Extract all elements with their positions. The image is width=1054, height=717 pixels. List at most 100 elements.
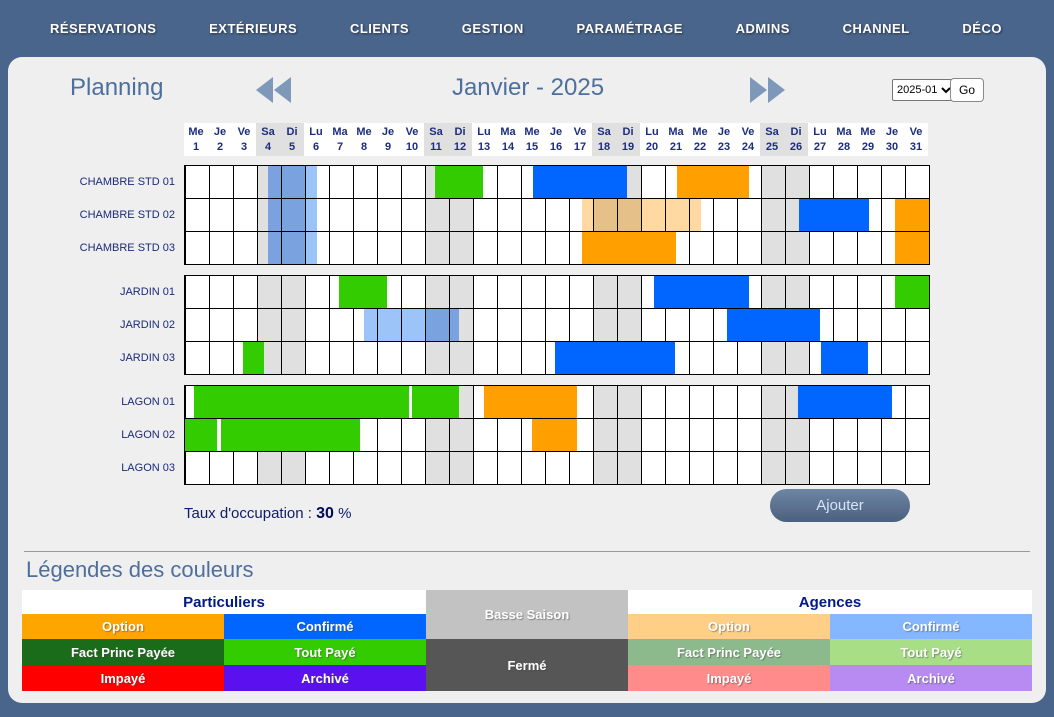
booking-bar[interactable] — [483, 386, 578, 418]
booking-bar[interactable] — [582, 199, 593, 231]
planning-row-lagon-02[interactable] — [185, 419, 929, 452]
weekend-column — [449, 452, 473, 484]
weekend-column — [425, 342, 449, 374]
nav-item-admins[interactable]: ADMINS — [735, 21, 790, 36]
planning-row-chambre-std-01[interactable] — [185, 166, 929, 199]
day-header-3: Ve 3 — [237, 126, 251, 153]
booking-bar[interactable] — [895, 232, 929, 264]
section-grid — [184, 165, 930, 265]
weekend-column — [593, 419, 617, 451]
weekend-column — [425, 276, 449, 308]
nav-item-gestion[interactable]: GESTION — [461, 21, 524, 36]
nav-item-exterieurs[interactable]: EXTÉRIEURS — [209, 21, 298, 36]
booking-bar[interactable] — [895, 276, 929, 308]
room-section-1: CHAMBRE STD 01 CHAMBRE STD 02 CHAMBRE STD … — [8, 165, 1046, 265]
booking-bar[interactable] — [185, 419, 217, 451]
booking-bar[interactable] — [267, 166, 305, 198]
booking-bar[interactable] — [338, 276, 387, 308]
weekend-column — [281, 342, 305, 374]
prev-month-button[interactable] — [256, 77, 291, 103]
weekend-column — [593, 452, 617, 484]
day-header-12: Di 12 — [448, 123, 472, 156]
planning-row-chambre-std-02[interactable] — [185, 199, 929, 232]
next-month-button[interactable] — [750, 77, 785, 103]
booking-bar[interactable] — [582, 232, 676, 264]
planning-row-jardin-03[interactable] — [185, 342, 929, 374]
weekend-column — [449, 232, 473, 264]
room-label-chambre-std-02: CHAMBRE STD 02 — [79, 208, 175, 221]
day-header-28: Ma 28 — [836, 126, 852, 153]
booking-bar[interactable] — [221, 419, 361, 451]
legend-agences-impaye: Impayé — [628, 665, 830, 691]
planning-row-lagon-01[interactable] — [185, 386, 929, 419]
booking-bar[interactable] — [654, 276, 749, 308]
weekend-column — [785, 166, 809, 198]
booking-bar[interactable] — [305, 166, 317, 198]
booking-bar[interactable] — [677, 166, 749, 198]
booking-bar[interactable] — [554, 342, 675, 374]
nav-item-parametrage[interactable]: PARAMÉTRAGE — [576, 21, 683, 36]
day-header-27: Lu 27 — [813, 126, 827, 153]
booking-bar[interactable] — [305, 199, 317, 231]
booking-bar[interactable] — [243, 342, 265, 374]
booking-bar[interactable] — [411, 386, 459, 418]
booking-bar[interactable] — [821, 342, 868, 374]
day-header-8: Me 8 — [356, 126, 372, 153]
planning-header: Planning Janvier - 2025 2025-01 Go — [8, 57, 1046, 123]
booking-bar[interactable] — [267, 199, 305, 231]
planning-row-jardin-02[interactable] — [185, 309, 929, 342]
occupancy-suffix: % — [338, 505, 352, 522]
booking-bar[interactable] — [799, 199, 869, 231]
day-header-22: Me 22 — [692, 126, 708, 153]
legend-particuliers-option: Option — [22, 614, 224, 639]
occupancy-label: Taux d'occupation : — [184, 505, 312, 522]
legend-agences-option: Option — [628, 614, 830, 639]
day-header-31: Ve 31 — [909, 126, 923, 153]
weekend-column — [785, 232, 809, 264]
booking-bar[interactable] — [533, 166, 627, 198]
day-header-30: Je 30 — [885, 126, 899, 153]
day-header-14: Ma 14 — [500, 126, 516, 153]
booking-bar[interactable] — [895, 199, 929, 231]
nav-item-reservations[interactable]: RÉSERVATIONS — [50, 21, 157, 36]
go-button[interactable]: Go — [950, 78, 985, 102]
day-header-15: Me 15 — [524, 126, 540, 153]
nav-item-deco[interactable]: DÉCO — [962, 21, 1002, 36]
booking-bar[interactable] — [798, 386, 892, 418]
page-title: Planning — [70, 74, 164, 101]
weekend-column — [761, 166, 785, 198]
month-select[interactable]: 2025-01 — [892, 79, 955, 101]
booking-bar[interactable] — [727, 309, 820, 341]
legend-header-particuliers: Particuliers — [22, 590, 426, 614]
booking-bar[interactable] — [425, 309, 459, 341]
weekend-column — [425, 452, 449, 484]
room-label-lagon-01: LAGON 01 — [121, 395, 175, 408]
room-label-lagon-03: LAGON 03 — [121, 461, 175, 474]
weekend-column — [281, 452, 305, 484]
weekend-column — [785, 342, 809, 374]
booking-bar[interactable] — [531, 419, 578, 451]
booking-bar[interactable] — [641, 199, 701, 231]
legend-agences-archive: Archivé — [830, 665, 1032, 691]
weekend-column — [593, 386, 617, 418]
day-header-19: Di 19 — [616, 123, 640, 156]
booking-bar[interactable] — [305, 232, 317, 264]
booking-bar[interactable] — [267, 232, 305, 264]
planning-row-chambre-std-03[interactable] — [185, 232, 929, 264]
booking-bar[interactable] — [363, 309, 425, 341]
booking-bar[interactable] — [593, 199, 641, 231]
weekend-column — [449, 276, 473, 308]
nav-item-channel[interactable]: CHANNEL — [842, 21, 910, 36]
planning-row-lagon-03[interactable] — [185, 452, 929, 484]
day-header-20: Lu 20 — [645, 126, 659, 153]
booking-bar[interactable] — [194, 386, 410, 418]
legend-agences-fact-princ-payee: Fact Princ Payée — [628, 639, 830, 665]
weekend-column — [449, 419, 473, 451]
day-header-16: Je 16 — [549, 126, 563, 153]
planning-row-jardin-01[interactable] — [185, 276, 929, 309]
nav-item-clients[interactable]: CLIENTS — [349, 21, 410, 36]
room-labels: JARDIN 01 JARDIN 02 JARDIN 03 — [8, 275, 184, 375]
booking-bar[interactable] — [434, 166, 483, 198]
day-header-6: Lu 6 — [309, 126, 323, 153]
add-button[interactable]: Ajouter — [770, 489, 910, 522]
